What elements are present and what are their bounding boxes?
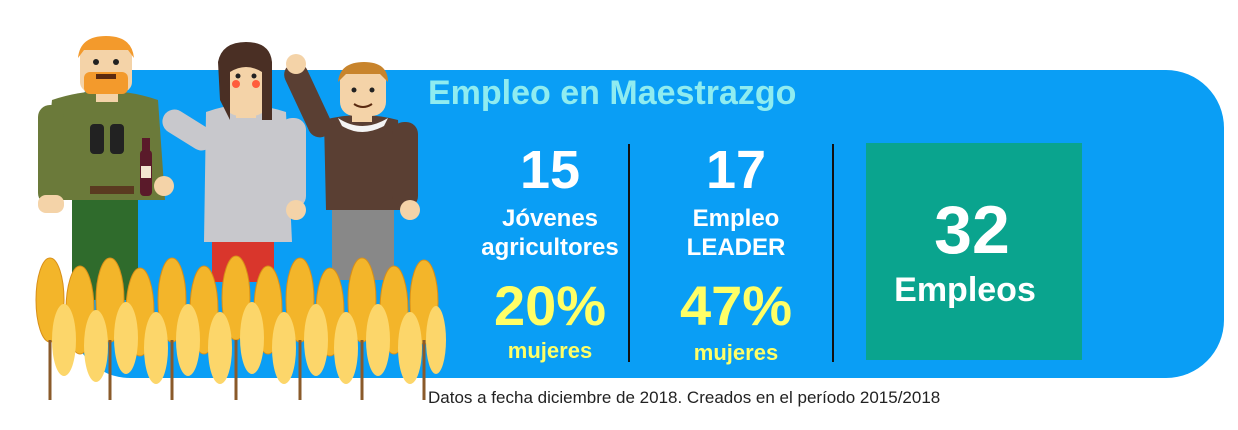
stat-label-line1: Jóvenes xyxy=(501,205,599,232)
total-number: 32 xyxy=(934,192,1010,268)
stat-number: 17 xyxy=(705,140,767,200)
stat-number: 15 xyxy=(519,140,581,200)
stat-percent-label: mujeres xyxy=(507,338,593,363)
stat-label-line1: Empleo xyxy=(692,205,780,232)
stat-leader-employment: 17 Empleo LEADER 47% mujeres xyxy=(648,142,824,366)
total-employment-box: 32 Empleos xyxy=(866,143,1082,360)
stat-label-line2: agricultores xyxy=(481,234,619,261)
divider-2 xyxy=(832,144,834,362)
stat-percent-label: mujeres xyxy=(693,340,779,365)
wheat-field xyxy=(35,255,446,400)
woman-in-grey-jacket-figure xyxy=(154,42,306,282)
farmers-illustration xyxy=(35,36,446,400)
stat-percent: 20% xyxy=(493,274,607,337)
total-label: Empleos xyxy=(894,271,1036,309)
farmer-with-binoculars-figure xyxy=(38,36,165,300)
footnote: Datos a fecha diciembre de 2018. Creados… xyxy=(428,388,941,407)
divider-1 xyxy=(628,144,630,362)
stat-young-farmers: 15 Jóvenes agricultores 20% mujeres xyxy=(462,142,638,364)
stat-percent: 47% xyxy=(679,274,793,337)
stat-label-line2: LEADER xyxy=(686,234,786,261)
page-title: Empleo en Maestrazgo xyxy=(428,74,797,112)
